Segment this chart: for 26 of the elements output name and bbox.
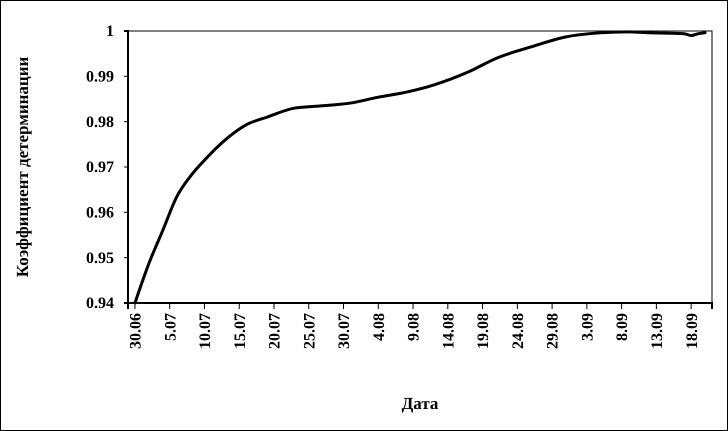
y-axis-title: Коэффициент детерминации (13, 56, 32, 278)
x-tick-label: 10.07 (197, 313, 214, 349)
x-tick-label: 9.08 (406, 313, 423, 341)
x-tick-label: 18.09 (684, 313, 701, 349)
y-tick-label: 0.96 (86, 204, 114, 222)
x-tick-label: 3.09 (579, 313, 596, 341)
y-tick-label: 0.94 (86, 295, 114, 312)
x-tick-label: 5.07 (162, 313, 180, 341)
y-tick-label: 0.99 (86, 68, 114, 86)
x-tick-label: 30.06 (128, 313, 145, 349)
x-tick-label: 13.09 (648, 313, 666, 349)
x-tick-label: 19.08 (475, 313, 492, 349)
x-tick-label: 29.08 (544, 313, 562, 349)
x-tick-label: 30.07 (336, 313, 354, 349)
y-tick-label: 0.95 (86, 250, 114, 267)
x-axis-title: Дата (402, 394, 439, 413)
x-tick-label: 24.08 (510, 313, 527, 349)
x-tick-label: 20.07 (266, 313, 284, 349)
y-tick-label: 0.97 (86, 159, 114, 176)
x-tick-label: 25.07 (301, 313, 318, 349)
x-tick-label: 15.07 (232, 313, 249, 349)
x-tick-label: 14.08 (440, 313, 458, 349)
y-tick-label: 1 (106, 23, 114, 40)
x-tick-label: 4.08 (370, 313, 388, 341)
x-tick-label: 8.09 (614, 313, 632, 341)
y-tick-label: 0.98 (86, 114, 114, 131)
